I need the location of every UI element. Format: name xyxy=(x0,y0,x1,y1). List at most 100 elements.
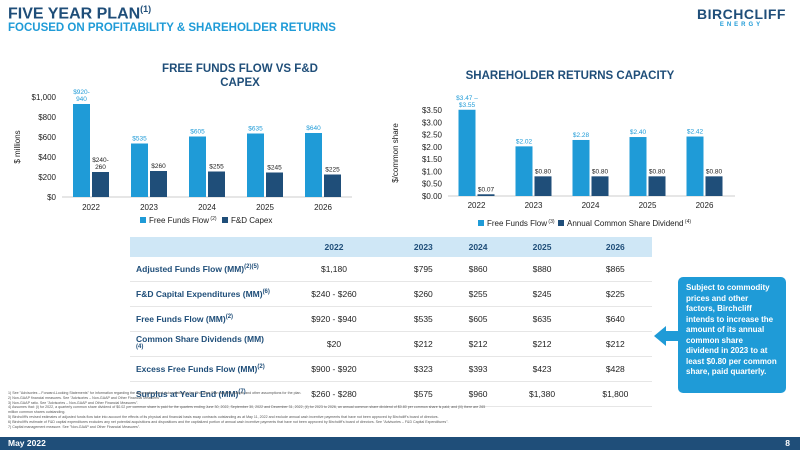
table-cell: $428 xyxy=(578,356,652,382)
page-title: FIVE YEAR PLAN(1) xyxy=(8,4,151,23)
y-tick-label: $0 xyxy=(47,193,56,202)
data-label: $0.80 xyxy=(535,168,552,175)
data-label: $260 xyxy=(151,163,166,170)
bar xyxy=(208,171,225,197)
logo-sub: ENERGY xyxy=(719,22,764,28)
legend-label: Free Funds Flow (3) xyxy=(487,219,555,228)
table-header-year: 2025 xyxy=(505,237,579,257)
table-row-label-footnote: (2)(5) xyxy=(244,264,259,271)
bar xyxy=(73,104,90,197)
legend-label: Annual Common Share Dividend (4) xyxy=(567,219,691,228)
data-label: $635 xyxy=(248,126,263,133)
left-chart-title: FREE FUNDS FLOW VS F&D CAPEX xyxy=(125,62,355,90)
table-cell: $212 xyxy=(505,331,579,357)
table-row-label: F&D Capital Expenditures (MM)(6) xyxy=(130,281,272,307)
y-tick-label: $0.00 xyxy=(422,192,443,201)
bar xyxy=(189,136,206,197)
page-title-text: FIVE YEAR PLAN xyxy=(8,5,141,23)
legend-swatch xyxy=(140,217,146,223)
table-cell: $212 xyxy=(578,331,652,357)
data-label: $3.47 – $3.55 xyxy=(456,95,478,109)
table-row-label-text: Common Share Dividends (MM) xyxy=(136,334,264,344)
table-row-label: Common Share Dividends (MM)(4) xyxy=(130,331,272,357)
table-row: Common Share Dividends (MM)(4) $20 $212 $21… xyxy=(130,331,652,357)
legend-label: Free Funds Flow (2) xyxy=(149,216,217,225)
x-tick-label: 2023 xyxy=(140,203,158,212)
x-tick-label: 2022 xyxy=(468,201,486,210)
bar xyxy=(324,174,341,197)
table-cell: $240 - $260 xyxy=(272,281,396,307)
bar xyxy=(648,176,666,196)
table-row-label-text: Free Funds Flow (MM) xyxy=(136,314,226,324)
bar xyxy=(266,172,283,197)
page-subtitle: FOCUSED ON PROFITABILITY & SHAREHOLDER R… xyxy=(8,22,336,34)
bar xyxy=(629,137,647,196)
left-chart-title-line1: FREE FUNDS FLOW VS F&D xyxy=(162,63,318,75)
table-cell: $575 xyxy=(395,381,451,407)
y-axis-label: $ millions xyxy=(13,130,22,163)
x-tick-label: 2022 xyxy=(82,203,100,212)
data-label: $2.42 xyxy=(687,129,704,136)
dividend-callout: Subject to commodity prices and other fa… xyxy=(678,277,786,393)
bar xyxy=(477,194,495,196)
left-chart-title-line2: CAPEX xyxy=(220,77,260,89)
table-cell: $260 xyxy=(395,281,451,307)
table-row-label-text: Surplus at Year End (MM) xyxy=(136,389,239,399)
table-cell: $795 xyxy=(395,257,451,282)
y-tick-label: $1,000 xyxy=(32,93,57,102)
charts-canvas: $0 $200 $400 $600 $800 $1,000 $ millions 2022 $9… xyxy=(13,89,735,228)
table-row-label-text: Adjusted Funds Flow (MM) xyxy=(136,264,245,274)
table-cell: $860 xyxy=(450,257,506,282)
table-body: Adjusted Funds Flow (MM)(2)(5) $1,180 $795… xyxy=(130,257,652,407)
data-label: $245 xyxy=(267,165,282,172)
table-header-year: 2023 xyxy=(395,237,451,257)
bar xyxy=(131,143,148,197)
data-label: $0.80 xyxy=(706,168,723,175)
legend-label-text: Free Funds Flow xyxy=(149,216,209,225)
data-label: $0.80 xyxy=(592,168,609,175)
table-cell: $423 xyxy=(505,356,579,382)
table-cell: $323 xyxy=(395,356,451,382)
bar xyxy=(591,176,609,196)
table-row: Surplus at Year End (MM)(7) $260 - $280 $5… xyxy=(130,381,652,407)
footnote: 3) Non-GAAP ratio. See "Advisories – Non… xyxy=(8,400,139,405)
y-tick-label: $3.50 xyxy=(422,106,443,115)
table-cell: $255 xyxy=(450,281,506,307)
bar xyxy=(686,136,704,196)
bar xyxy=(534,176,552,196)
y-axis-label: $/common share xyxy=(391,123,400,183)
table-row-label: Adjusted Funds Flow (MM)(2)(5) xyxy=(130,257,272,282)
table-row-label-footnote: (2) xyxy=(225,314,234,321)
table-cell: $260 - $280 xyxy=(272,381,396,407)
page-number: 8 xyxy=(785,438,790,448)
y-tick-label: $800 xyxy=(38,113,56,122)
x-tick-label: 2023 xyxy=(525,201,543,210)
legend-swatch xyxy=(222,217,228,223)
x-tick-label: 2024 xyxy=(198,203,216,212)
footnotes: 1) See "Advisories – Forward-Looking Sta… xyxy=(8,391,658,429)
data-label: $0.07 xyxy=(478,186,495,193)
footnote: 5) Birchcliff's revised estimates of adj… xyxy=(8,414,439,419)
table-cell: $920 - $940 xyxy=(272,306,396,332)
table-cell: $1,800 xyxy=(578,381,652,407)
legend-label-footnote: (4) xyxy=(684,219,692,225)
table-row-label: Excess Free Funds Flow (MM)(2) xyxy=(130,356,272,382)
legend-label-text: F&D Capex xyxy=(231,216,272,225)
legend-label-footnote: (2) xyxy=(209,216,217,222)
footnote: 1) See "Advisories – Forward-Looking Sta… xyxy=(8,391,302,395)
table-row: Free Funds Flow (MM)(2) $920 - $940 $535 $6… xyxy=(130,306,652,332)
y-tick-label: $400 xyxy=(38,153,56,162)
table-cell: $225 xyxy=(578,281,652,307)
table-cell: $212 xyxy=(395,331,451,357)
legend-label: F&D Capex xyxy=(231,216,272,225)
table-cell: $640 xyxy=(578,306,652,332)
data-label: $2.40 xyxy=(630,129,647,136)
x-tick-label: 2026 xyxy=(696,201,714,210)
y-tick-label: $200 xyxy=(38,173,56,182)
data-label: $920-940 xyxy=(73,89,90,103)
table-row-label-footnote: (7) xyxy=(238,389,246,396)
bar xyxy=(150,171,167,197)
data-label: $0.80 xyxy=(649,168,666,175)
table-row: Adjusted Funds Flow (MM)(2)(5) $1,180 $795… xyxy=(130,257,652,282)
table-cell: $605 xyxy=(450,306,506,332)
